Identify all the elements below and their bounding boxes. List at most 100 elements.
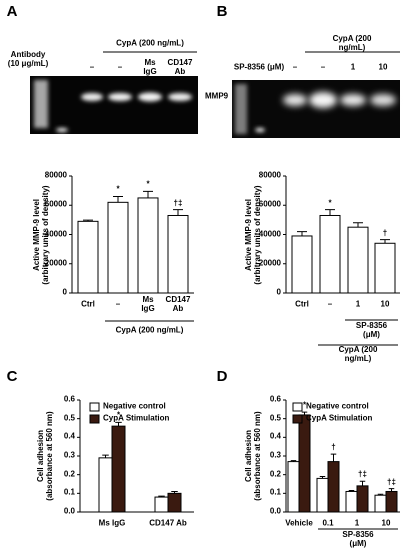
- x-tick-label: 10: [380, 299, 390, 309]
- error-bar: [290, 460, 297, 462]
- y-tick-label: 0.5: [269, 413, 281, 423]
- gel-group-label: CypA (200 ng/mL): [116, 38, 184, 48]
- y-axis-label: Cell adhesion (absorbance at 560 nm): [244, 411, 262, 501]
- error-bar: [83, 219, 93, 222]
- panel-label: A: [6, 2, 18, 20]
- error-bar: [102, 454, 109, 458]
- legend-swatch: [89, 402, 100, 412]
- legend-swatch: [89, 414, 100, 424]
- significance-mark: *: [116, 185, 120, 195]
- y-tick-label: 0.0: [63, 506, 75, 516]
- gel-a: [30, 76, 198, 134]
- x-tick-label: 1: [355, 299, 361, 309]
- y-tick-label: 0.6: [63, 394, 75, 404]
- bar: [345, 490, 358, 513]
- error-bar: [388, 488, 395, 492]
- legend-label: CypA Stimulation: [306, 413, 373, 423]
- significance-mark: †‡: [387, 477, 396, 487]
- group-label: CypA (200 ng/mL): [338, 345, 378, 363]
- panel-label: B: [216, 2, 228, 20]
- lane-label: –: [292, 62, 298, 72]
- lane-label: CD147 Ab: [167, 58, 193, 76]
- significance-mark: *: [328, 198, 332, 208]
- y-axis-label: Active MMP-9 level (arbitrary units of d…: [32, 184, 50, 285]
- bar: [356, 485, 369, 513]
- x-tick-label: 1: [354, 518, 360, 528]
- y-tick-label: 60000: [44, 199, 67, 209]
- error-bar: [359, 480, 366, 486]
- gel-group-label: CypA (200 ng/mL): [332, 34, 372, 52]
- bar: [374, 242, 396, 294]
- bar: [107, 201, 129, 294]
- bar: [291, 235, 313, 294]
- bar: [154, 496, 169, 513]
- y-tick-label: 40000: [258, 229, 281, 239]
- y-tick-label: 0.2: [63, 469, 75, 479]
- error-bar: [115, 421, 122, 427]
- error-bar: [113, 195, 123, 203]
- bar: [319, 214, 341, 294]
- y-tick-label: 0: [62, 287, 67, 297]
- x-tick-label: 0.1: [322, 518, 334, 528]
- error-bar: [380, 239, 390, 244]
- error-bar: [353, 222, 363, 228]
- x-tick-label: –: [327, 299, 333, 309]
- y-tick-label: 0.4: [63, 431, 75, 441]
- panel-label: D: [216, 367, 228, 385]
- y-tick-label: 0.3: [269, 450, 281, 460]
- panel-label: C: [6, 367, 18, 385]
- y-tick-label: 0.5: [63, 413, 75, 423]
- legend-swatch: [292, 414, 303, 424]
- bar: [137, 197, 159, 294]
- bar: [111, 425, 126, 513]
- y-tick-label: 80000: [258, 170, 281, 180]
- significance-mark: *: [302, 400, 307, 410]
- group-label: SP-8356 (μM): [342, 530, 374, 548]
- bar: [327, 461, 340, 513]
- error-bar: [377, 493, 384, 496]
- error-bar: [325, 209, 335, 216]
- y-tick-label: 0.2: [269, 469, 281, 479]
- x-tick-label: CD147 Ab: [165, 295, 191, 313]
- y-tick-label: 40000: [44, 229, 67, 239]
- gel-row-label: SP-8356 (μM): [233, 62, 285, 72]
- lane-label: –: [320, 62, 326, 72]
- lane-label: Ms IgG: [143, 58, 157, 76]
- bar: [316, 477, 329, 513]
- x-tick-label: Ctrl: [81, 299, 95, 309]
- x-tick-label: Ms IgG: [141, 295, 155, 313]
- gel-b: [232, 80, 400, 138]
- significance-mark: †: [331, 442, 336, 452]
- bar: [347, 226, 369, 294]
- y-tick-label: 0.4: [269, 431, 281, 441]
- significance-mark: †‡: [173, 198, 183, 208]
- y-tick-label: 80000: [44, 170, 67, 180]
- legend-swatch: [292, 402, 303, 412]
- significance-mark: †‡: [358, 469, 367, 479]
- significance-mark: *: [116, 410, 121, 420]
- error-bar: [158, 495, 165, 498]
- error-bar: [171, 490, 178, 494]
- error-bar: [319, 476, 326, 479]
- y-tick-label: 0.1: [269, 487, 281, 497]
- error-bar: [173, 209, 183, 216]
- bar: [167, 214, 189, 294]
- lane-label: –: [117, 62, 123, 72]
- y-tick-label: 0.0: [269, 506, 281, 516]
- y-axis-label: Active MMP-9 level (arbitrary units of d…: [244, 184, 262, 285]
- bar: [77, 220, 99, 294]
- bar: [385, 490, 398, 513]
- x-tick-label: CD147 Ab: [149, 518, 187, 528]
- y-tick-label: 0.6: [269, 394, 281, 404]
- y-tick-label: 0.3: [63, 450, 75, 460]
- error-bar: [330, 453, 337, 462]
- band-label: MMP9: [205, 91, 229, 101]
- gel-row-label: Antibody (10 μg/mL): [7, 50, 49, 68]
- bar: [298, 414, 311, 513]
- error-bar: [348, 490, 355, 492]
- lane-label: 10: [378, 62, 388, 72]
- group-label: SP-8356 (μM): [355, 321, 388, 339]
- x-tick-label: Vehicle: [285, 518, 313, 528]
